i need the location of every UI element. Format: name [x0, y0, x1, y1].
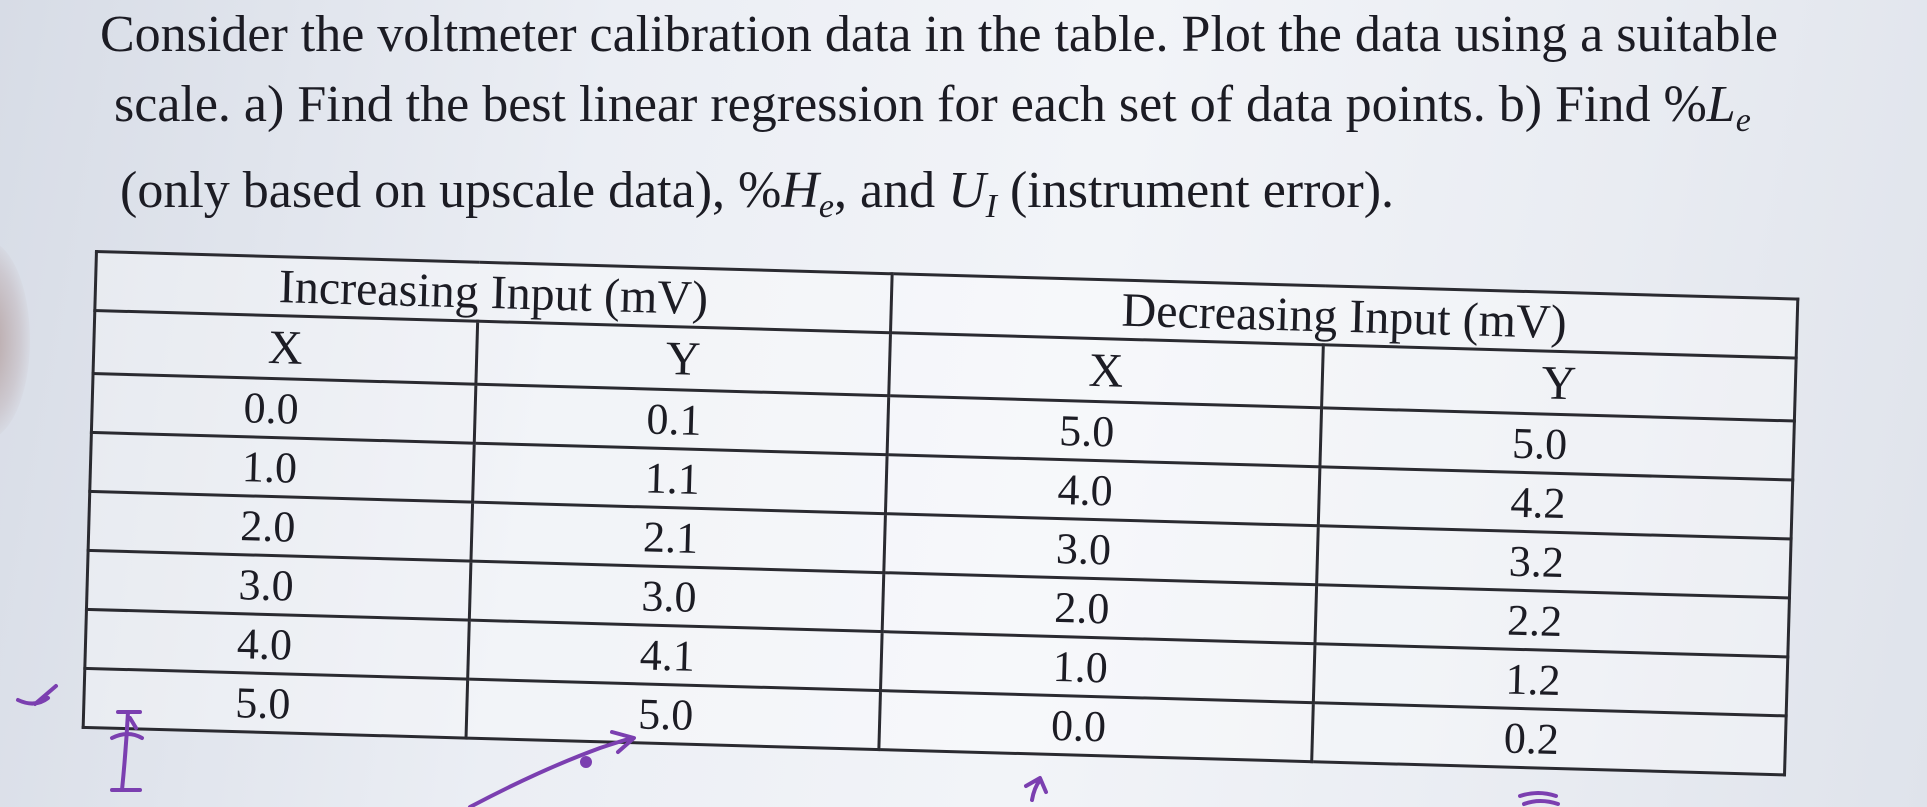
- problem-line-3-text-a: (only based on upscale data), %: [120, 162, 782, 219]
- hysteresis-error-subscript: e: [818, 188, 834, 225]
- linearity-error-symbol: L: [1706, 76, 1736, 133]
- instrument-error-subscript: I: [985, 188, 997, 225]
- calibration-table-wrapper: Increasing Input (mV) Decreasing Input (…: [81, 250, 1800, 777]
- increasing-x-cell: 3.0: [86, 550, 471, 621]
- problem-line-3-text-b: , and: [833, 162, 949, 219]
- checkmark-scribble: [16, 684, 58, 706]
- calibration-table: Increasing Input (mV) Decreasing Input (…: [81, 250, 1800, 777]
- mark-under-0-2: [1518, 791, 1560, 806]
- increasing-y-header: Y: [475, 321, 891, 396]
- linearity-error-subscript: e: [1735, 102, 1751, 139]
- problem-line-1: Consider the voltmeter calibration data …: [100, 6, 1778, 63]
- finger-shadow: [0, 240, 30, 440]
- increasing-x-cell: 1.0: [89, 432, 475, 503]
- problem-line-3: (only based on upscale data), %He, and U…: [100, 156, 1890, 242]
- instrument-error-symbol: U: [948, 162, 986, 219]
- arrow-dot: [580, 756, 592, 768]
- hysteresis-error-symbol: H: [781, 162, 819, 219]
- small-arrow-scribble: [1024, 776, 1048, 802]
- increasing-y-cell: 5.0: [466, 679, 881, 750]
- increasing-x-cell: 4.0: [84, 609, 470, 680]
- increasing-x-cell: 2.0: [88, 491, 473, 562]
- problem-line-2: scale. a) Find the best linear regressio…: [100, 70, 1890, 156]
- problem-statement: Consider the voltmeter calibration data …: [100, 0, 1890, 242]
- increasing-x-header: X: [93, 310, 478, 385]
- problem-line-3-text-c: (instrument error).: [996, 162, 1395, 219]
- problem-line-2-text: scale. a) Find the best linear regressio…: [114, 76, 1707, 133]
- decreasing-x-cell: 0.0: [878, 690, 1314, 762]
- decreasing-y-cell: 0.2: [1311, 702, 1787, 775]
- increasing-x-cell: 0.0: [91, 373, 476, 444]
- increasing-x-cell: 5.0: [83, 668, 468, 739]
